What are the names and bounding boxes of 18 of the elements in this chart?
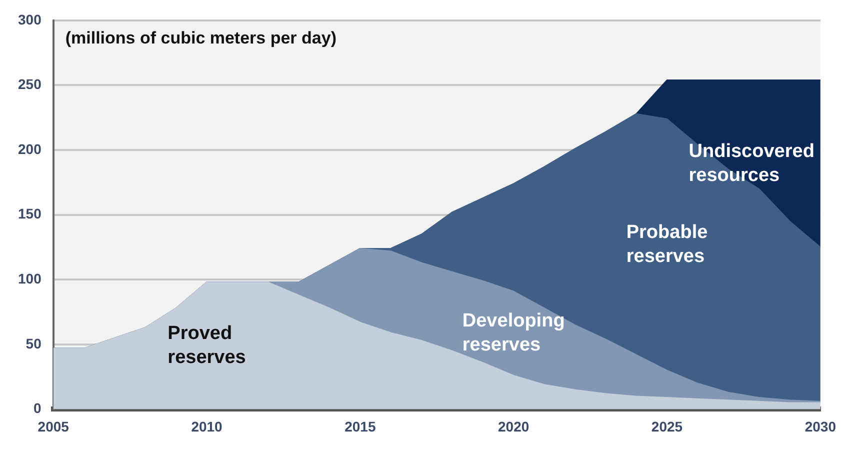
x-tick-label: 2015 — [344, 418, 376, 434]
y-axis-title: (millions of cubic meters per day) — [65, 28, 336, 48]
x-tick-label: 2025 — [651, 418, 683, 434]
series-label: Developing reserves — [462, 310, 565, 356]
y-tick-label: 300 — [18, 11, 42, 28]
series-label: Probable reserves — [626, 222, 708, 267]
y-tick-label: 150 — [18, 206, 42, 222]
y-tick-label: 0 — [34, 400, 42, 416]
y-tick-label: 250 — [18, 76, 42, 92]
y-tick-label: 50 — [26, 335, 42, 352]
x-tick-label: 2020 — [498, 418, 530, 434]
y-tick-label: 100 — [18, 270, 42, 286]
x-tick-label: 2030 — [804, 418, 836, 434]
x-tick-label: 2005 — [38, 418, 70, 434]
y-tick-label: 200 — [18, 140, 42, 157]
x-tick-label: 2010 — [191, 418, 223, 434]
series-label: Undiscovered resources — [688, 140, 814, 186]
series-label: Proved reserves — [168, 322, 246, 368]
